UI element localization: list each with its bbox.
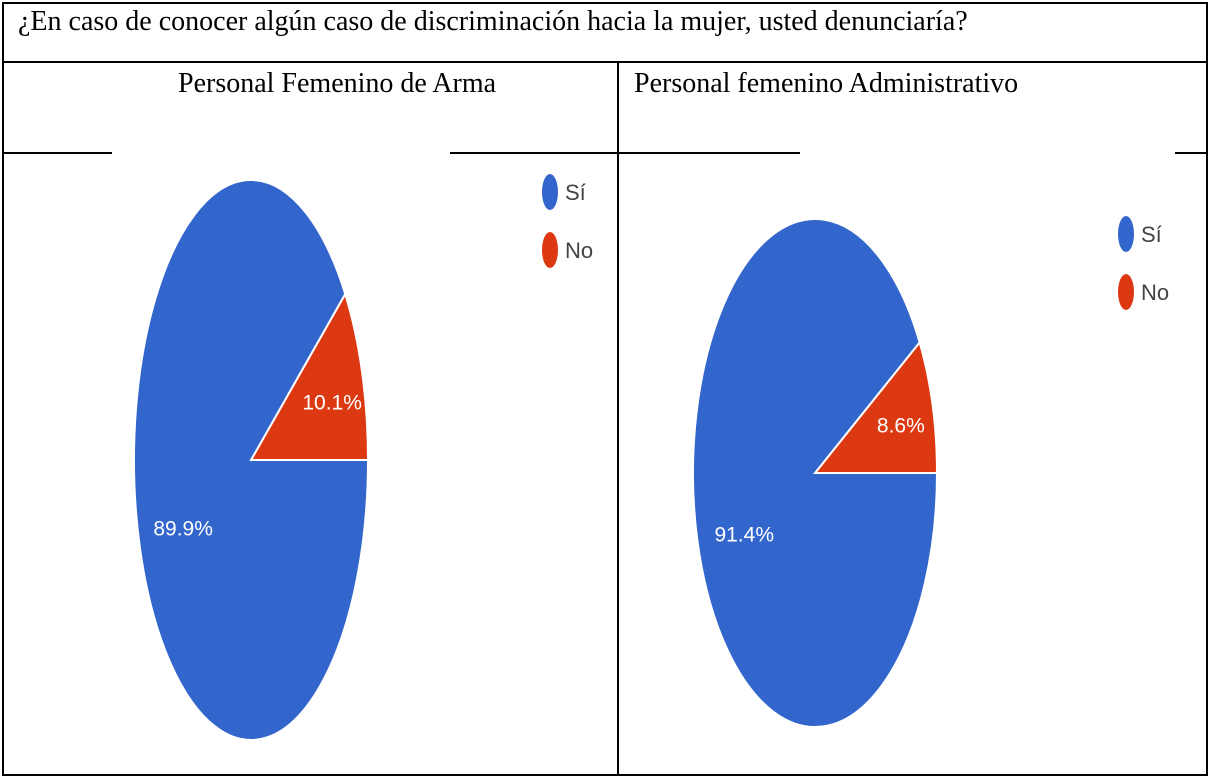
pie-label-no: 8.6% <box>877 414 925 437</box>
pie-chart-administrativo: 8.6% 91.4% Sí No <box>692 216 1169 728</box>
legend-marker-no <box>542 232 558 268</box>
survey-question: ¿En caso de conocer algún caso de discri… <box>18 6 968 37</box>
legend-marker-si <box>542 174 558 210</box>
pie-label-si: 89.9% <box>153 518 213 541</box>
pie-slice-si <box>133 179 370 741</box>
border-row-divider-right <box>1175 152 1208 154</box>
column-title-arma: Personal Femenino de Arma <box>178 68 497 99</box>
border-column-divider <box>617 61 619 776</box>
legend-marker-no <box>1118 274 1134 310</box>
border-bottom <box>2 774 1208 776</box>
pie-label-no: 10.1% <box>302 392 362 415</box>
column-title-administrativo: Personal femenino Administrativo <box>634 68 1019 99</box>
legend-label-si: Sí <box>1141 222 1162 247</box>
legend-label-no: No <box>1141 280 1169 305</box>
legend-marker-si <box>1118 216 1134 252</box>
border-left <box>2 2 4 776</box>
pie-chart-arma: 10.1% 89.9% Sí No <box>133 174 593 741</box>
border-top <box>2 2 1208 4</box>
legend-label-si: Sí <box>565 180 586 205</box>
pie-slice-no <box>812 340 939 474</box>
border-row-divider-middle <box>450 152 800 154</box>
border-right <box>1206 2 1208 776</box>
pie-label-si: 91.4% <box>714 524 774 547</box>
border-header-divider <box>2 61 1208 63</box>
pie-slice-si <box>692 218 939 728</box>
legend-label-no: No <box>565 238 593 263</box>
pie-slice-no <box>249 291 370 461</box>
border-row-divider-left <box>2 152 112 154</box>
